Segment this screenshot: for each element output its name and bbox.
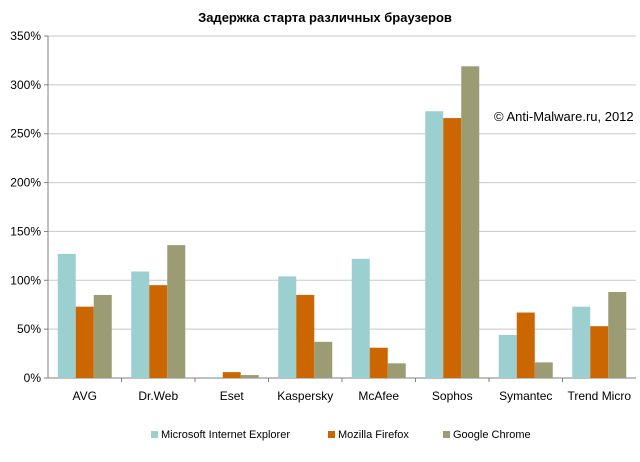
x-category-label: Trend Micro <box>567 389 631 403</box>
x-category-label: McAfee <box>358 389 399 403</box>
bar-kaspersky-chrome <box>314 341 333 378</box>
y-tick-label: 0% <box>24 371 42 385</box>
bar-avg-firefox <box>75 306 94 378</box>
copyright-annotation: © Anti-Malware.ru, 2012 <box>494 109 634 124</box>
x-category-label: AVG <box>73 389 97 403</box>
bar-kaspersky-firefox <box>296 294 315 378</box>
bar-mcafee-chrome <box>387 363 406 378</box>
bar-sophos-firefox <box>443 118 462 378</box>
x-category-label: Dr.Web <box>138 389 178 403</box>
bar-eset-ie <box>204 377 223 378</box>
bar-symantec-firefox <box>516 312 535 378</box>
axis-labels: 0% 50% 100% 150% 200% 250% 300% 350% AVG Dr.Web Es… <box>10 29 631 403</box>
bars <box>57 66 627 379</box>
x-category-label: Eset <box>220 389 245 403</box>
legend-swatch <box>443 431 450 438</box>
x-category-label: Kaspersky <box>277 389 333 403</box>
y-tick-label: 150% <box>10 224 41 238</box>
y-tick-label: 50% <box>17 322 41 336</box>
x-category-label: Sophos <box>432 389 473 403</box>
bar-eset-firefox <box>222 372 241 378</box>
y-tick-label: 200% <box>10 176 41 190</box>
bar-trend-micro-chrome <box>608 292 627 378</box>
bar-dr-web-firefox <box>149 285 168 378</box>
bar-trend-micro-ie <box>572 306 591 378</box>
y-tick-label: 350% <box>10 29 41 43</box>
bar-mcafee-ie <box>351 258 370 378</box>
bar-mcafee-firefox <box>369 347 388 378</box>
bar-eset-chrome <box>240 375 259 378</box>
bar-sophos-ie <box>425 111 444 379</box>
chart-title: Задержка старта различных браузеров <box>198 10 452 25</box>
bar-avg-ie <box>57 253 76 378</box>
bar-trend-micro-firefox <box>590 326 609 378</box>
bar-symantec-ie <box>498 335 517 378</box>
legend-label: Google Chrome <box>453 429 531 441</box>
legend-label: Microsoft Internet Explorer <box>161 429 290 441</box>
y-tick-label: 250% <box>10 127 41 141</box>
bar-avg-chrome <box>93 294 112 378</box>
legend-swatch <box>328 431 335 438</box>
bar-dr-web-chrome <box>167 245 186 378</box>
legend: Microsoft Internet Explorer Mozilla Firef… <box>151 429 531 441</box>
legend-label: Mozilla Firefox <box>338 429 409 441</box>
y-tick-label: 300% <box>10 78 41 92</box>
bar-kaspersky-ie <box>278 276 297 378</box>
bar-symantec-chrome <box>534 362 553 378</box>
legend-swatch <box>151 431 158 438</box>
y-tick-label: 100% <box>10 273 41 287</box>
bar-dr-web-ie <box>131 271 150 378</box>
bar-sophos-chrome <box>461 66 480 378</box>
x-category-label: Symantec <box>499 389 552 403</box>
